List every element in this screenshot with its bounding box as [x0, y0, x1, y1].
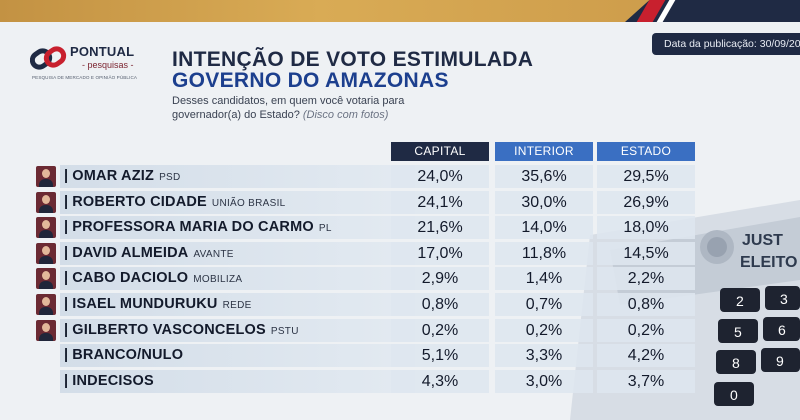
candidate-photo [36, 166, 56, 187]
value-estado: 3,7% [597, 369, 695, 393]
key-9: 9 [776, 353, 784, 369]
value-capital: 21,6% [391, 216, 489, 240]
table-row: | DAVID ALMEIDA AVANTE 17,0% 11,8% 14,5% [34, 241, 696, 267]
logo-sub: - pesquisas - [82, 60, 134, 70]
candidate-name: CABO DACIOLO [72, 270, 189, 287]
value-estado: 29,5% [597, 165, 695, 188]
candidate-name-cell: | GILBERTO VASCONCELOS PSTU [60, 318, 415, 342]
value-interior: 3,3% [495, 344, 593, 368]
candidate-name-cell: | ROBERTO CIDADE UNIÃO BRASIL [60, 190, 415, 214]
column-header-capital: CAPITAL [391, 142, 489, 161]
key-0: 0 [730, 387, 738, 403]
urna-text-1: JUST [742, 232, 783, 249]
key-6: 6 [778, 322, 786, 338]
candidate-name-cell: | ISAEL MUNDURUKU REDE [60, 292, 415, 316]
candidate-name-cell: | CABO DACIOLO MOBILIZA [60, 267, 415, 291]
value-capital: 5,1% [391, 344, 489, 368]
candidate-name: PROFESSORA MARIA DO CARMO [72, 219, 314, 236]
survey-question: Desses candidatos, em quem você votaria … [172, 94, 432, 122]
table-row: | ROBERTO CIDADE UNIÃO BRASIL 24,1% 30,0% … [34, 190, 696, 216]
value-capital: 17,0% [391, 241, 489, 265]
table-row: | ISAEL MUNDURUKU REDE 0,8% 0,7% 0,8% [34, 292, 696, 318]
value-capital: 0,8% [391, 292, 489, 316]
value-interior: 3,0% [495, 369, 593, 393]
candidate-party: UNIÃO BRASIL [211, 197, 286, 209]
option-name: INDECISOS [72, 372, 154, 389]
value-interior: 0,7% [495, 292, 593, 316]
candidate-photo [36, 268, 56, 290]
table-row: | BRANCO/NULO 5,1% 3,3% 4,2% [34, 343, 696, 369]
question-note: (Disco com fotos) [302, 109, 389, 121]
top-gold-bar [0, 0, 800, 22]
option-name-cell: | BRANCO/NULO [60, 344, 415, 368]
candidate-photo [36, 242, 56, 264]
candidate-name: DAVID ALMEIDA [72, 244, 189, 261]
candidate-name: GILBERTO VASCONCELOS [72, 321, 266, 338]
value-capital: 0,2% [391, 318, 489, 342]
candidate-photo [36, 191, 56, 213]
candidate-name: OMAR AZIZ [72, 168, 155, 184]
publication-date: Data da publicação: 30/09/20 [652, 33, 800, 55]
question-text: Desses candidatos, em quem você votaria … [172, 95, 405, 121]
table-row: | CABO DACIOLO MOBILIZA 2,9% 1,4% 2,2% [34, 266, 696, 292]
value-estado: 2,2% [597, 267, 695, 291]
value-estado: 4,2% [597, 344, 695, 368]
urna-text-2: ELEITO [740, 254, 798, 271]
value-interior: 0,2% [495, 318, 593, 342]
candidate-photo [36, 293, 56, 315]
candidate-name-cell: | DAVID ALMEIDA AVANTE [60, 241, 415, 265]
value-interior: 35,6% [495, 165, 593, 188]
results-table: | OMAR AZIZ PSD 24,0% 35,6% 29,5% | ROBERTO… [34, 164, 696, 394]
value-capital: 24,1% [391, 190, 489, 214]
candidate-name: ROBERTO CIDADE [72, 193, 207, 210]
value-estado: 18,0% [597, 216, 695, 240]
value-estado: 0,8% [597, 292, 695, 316]
logo-name: PONTUAL [70, 44, 135, 59]
value-interior: 30,0% [495, 190, 593, 214]
value-capital: 24,0% [391, 165, 489, 188]
candidate-party: MOBILIZA [193, 274, 243, 286]
candidate-party: AVANTE [193, 248, 234, 260]
candidate-party: REDE [222, 299, 252, 311]
key-8: 8 [732, 355, 740, 371]
column-header-estado: ESTADO [597, 142, 695, 161]
candidate-name: ISAEL MUNDURUKU [72, 295, 218, 312]
table-row: | OMAR AZIZ PSD 24,0% 35,6% 29,5% [34, 164, 696, 190]
keypad: 2 3 5 6 8 9 0 [714, 286, 800, 406]
top-right-accent [625, 0, 800, 22]
value-interior: 11,8% [495, 241, 593, 265]
value-interior: 1,4% [495, 267, 593, 291]
candidate-name-cell: | OMAR AZIZ PSD [60, 165, 415, 188]
table-row: | GILBERTO VASCONCELOS PSTU 0,2% 0,2% 0,2% [34, 318, 696, 344]
candidate-party: PL [318, 223, 332, 235]
value-estado: 14,5% [597, 241, 695, 265]
page-subtitle: GOVERNO DO AMAZONAS [172, 69, 449, 92]
key-2: 2 [736, 293, 744, 309]
value-interior: 14,0% [495, 216, 593, 240]
pontual-logo: PONTUAL - pesquisas - PESQUISA DE MERCAD… [30, 42, 140, 92]
page-title: INTENÇÃO DE VOTO ESTIMULADA [172, 48, 534, 71]
option-name-cell: | INDECISOS [60, 369, 415, 393]
value-estado: 26,9% [597, 190, 695, 214]
value-capital: 2,9% [391, 267, 489, 291]
value-capital: 4,3% [391, 369, 489, 393]
logo-tagline: PESQUISA DE MERCADO E OPINIÃO PÚBLICA [32, 75, 138, 80]
value-estado: 0,2% [597, 318, 695, 342]
table-row: | INDECISOS 4,3% 3,0% 3,7% [34, 369, 696, 395]
key-5: 5 [734, 324, 742, 340]
option-name: BRANCO/NULO [72, 347, 184, 364]
column-header-interior: INTERIOR [495, 142, 593, 161]
candidate-name-cell: | PROFESSORA MARIA DO CARMO PL [60, 216, 415, 240]
candidate-photo [36, 217, 56, 239]
table-row: | PROFESSORA MARIA DO CARMO PL 21,6% 14,0%… [34, 215, 696, 241]
candidate-party: PSTU [270, 325, 299, 337]
key-3: 3 [780, 291, 788, 307]
candidate-party: PSD [159, 172, 181, 183]
candidate-photo [36, 319, 56, 341]
pontual-logo-icon [30, 46, 67, 70]
